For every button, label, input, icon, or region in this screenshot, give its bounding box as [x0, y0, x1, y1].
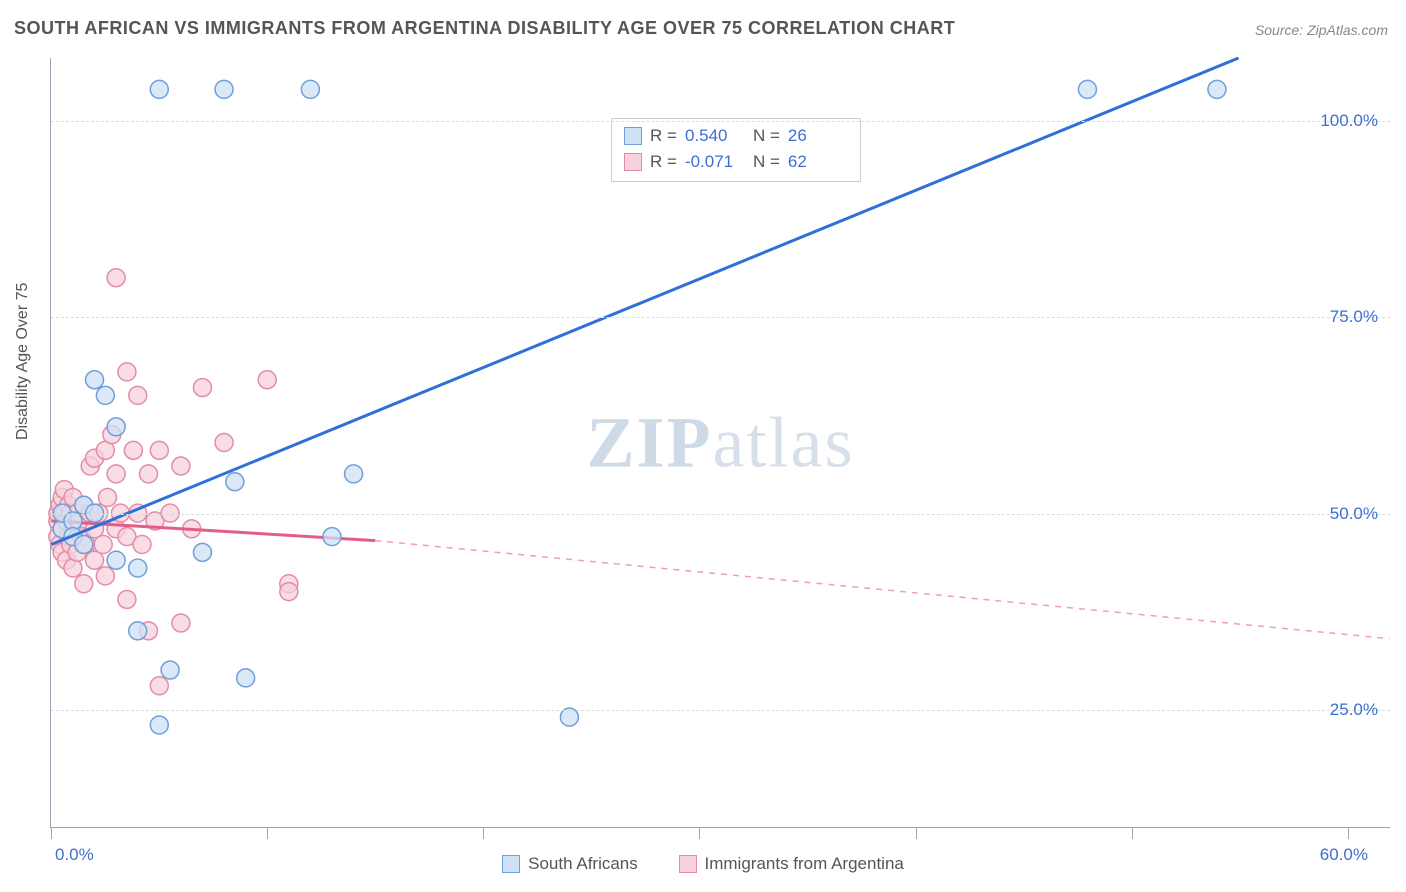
scatter-point: [99, 488, 117, 506]
scatter-point: [193, 379, 211, 397]
grid-line: [51, 317, 1390, 318]
scatter-point: [301, 80, 319, 98]
scatter-point: [323, 528, 341, 546]
scatter-point: [96, 386, 114, 404]
scatter-point: [345, 465, 363, 483]
regression-extrapolation: [375, 541, 1389, 639]
legend-item-1: Immigrants from Argentina: [679, 854, 904, 874]
x-tick: [51, 827, 52, 839]
scatter-point: [118, 363, 136, 381]
scatter-point: [107, 551, 125, 569]
stat-legend: R = 0.540 N = 26 R = -0.071 N = 62: [611, 118, 861, 182]
swatch-series-1: [624, 153, 642, 171]
scatter-point: [215, 80, 233, 98]
scatter-point: [150, 716, 168, 734]
x-tick: [483, 827, 484, 839]
scatter-point: [280, 583, 298, 601]
scatter-point: [96, 567, 114, 585]
legend-swatch-0: [502, 855, 520, 873]
scatter-point: [107, 418, 125, 436]
y-tick-label: 50.0%: [1330, 504, 1378, 524]
scatter-point: [237, 669, 255, 687]
stat-n-label-0: N =: [753, 123, 780, 149]
scatter-point: [75, 575, 93, 593]
plot-area: ZIPatlas R = 0.540 N = 26 R = -0.071 N =…: [50, 58, 1390, 828]
chart-title: SOUTH AFRICAN VS IMMIGRANTS FROM ARGENTI…: [14, 18, 955, 39]
stat-r-value-1: -0.071: [685, 149, 745, 175]
scatter-point: [140, 465, 158, 483]
y-axis-label: Disability Age Over 75: [14, 283, 32, 440]
x-tick: [267, 827, 268, 839]
scatter-point: [150, 441, 168, 459]
x-tick: [699, 827, 700, 839]
legend-swatch-1: [679, 855, 697, 873]
scatter-point: [124, 441, 142, 459]
stat-n-label-1: N =: [753, 149, 780, 175]
stat-row-0: R = 0.540 N = 26: [624, 123, 848, 149]
stat-n-value-1: 62: [788, 149, 848, 175]
scatter-point: [75, 536, 93, 554]
scatter-point: [172, 457, 190, 475]
y-tick-label: 75.0%: [1330, 307, 1378, 327]
scatter-point: [226, 473, 244, 491]
chart-container: SOUTH AFRICAN VS IMMIGRANTS FROM ARGENTI…: [0, 0, 1406, 892]
x-tick: [1132, 827, 1133, 839]
scatter-point: [258, 371, 276, 389]
y-tick-label: 100.0%: [1320, 111, 1378, 131]
scatter-point: [150, 677, 168, 695]
stat-r-label-1: R =: [650, 149, 677, 175]
grid-line: [51, 514, 1390, 515]
legend-label-1: Immigrants from Argentina: [705, 854, 904, 874]
scatter-point: [150, 80, 168, 98]
x-tick: [1348, 827, 1349, 839]
legend-label-0: South Africans: [528, 854, 638, 874]
scatter-point: [118, 590, 136, 608]
stat-r-label-0: R =: [650, 123, 677, 149]
scatter-point: [161, 661, 179, 679]
grid-line: [51, 710, 1390, 711]
scatter-point: [86, 371, 104, 389]
legend-item-0: South Africans: [502, 854, 638, 874]
stat-row-1: R = -0.071 N = 62: [624, 149, 848, 175]
scatter-point: [193, 543, 211, 561]
stat-n-value-0: 26: [788, 123, 848, 149]
grid-line: [51, 121, 1390, 122]
scatter-point: [129, 386, 147, 404]
scatter-point: [215, 434, 233, 452]
bottom-legend: South Africans Immigrants from Argentina: [0, 854, 1406, 878]
scatter-point: [129, 622, 147, 640]
x-tick: [916, 827, 917, 839]
scatter-point: [94, 536, 112, 554]
scatter-point: [107, 269, 125, 287]
source-label: Source: ZipAtlas.com: [1255, 22, 1388, 38]
swatch-series-0: [624, 127, 642, 145]
scatter-point: [129, 559, 147, 577]
scatter-point: [1078, 80, 1096, 98]
scatter-point: [1208, 80, 1226, 98]
scatter-point: [107, 465, 125, 483]
y-tick-label: 25.0%: [1330, 700, 1378, 720]
scatter-point: [172, 614, 190, 632]
scatter-point: [133, 536, 151, 554]
stat-r-value-0: 0.540: [685, 123, 745, 149]
